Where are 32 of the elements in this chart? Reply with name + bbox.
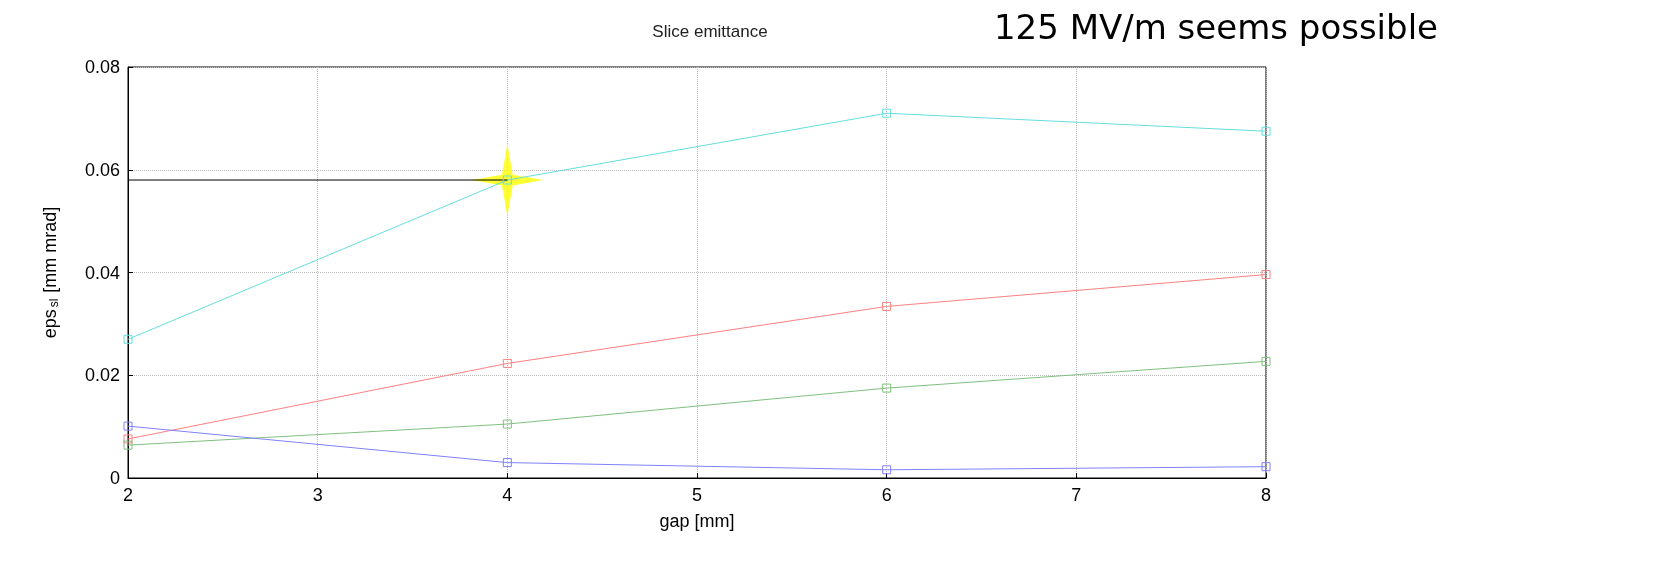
point: [123, 434, 133, 444]
point: [882, 383, 892, 393]
x-tick-label: 4: [502, 485, 513, 505]
point: [882, 301, 892, 311]
x-tick-label: 5: [691, 485, 703, 505]
y-tick-label: 0: [109, 468, 120, 488]
point: [123, 334, 133, 344]
point: [1261, 356, 1271, 366]
chart-title: Slice emittance: [652, 22, 768, 41]
point: [502, 419, 512, 429]
point: [502, 358, 512, 368]
x-tick-label: 2: [122, 485, 134, 505]
y-tick-label: 0.06: [84, 159, 120, 180]
x-tick-label: 7: [1071, 485, 1082, 505]
y-tick-label: 0.08: [84, 57, 120, 77]
point: [502, 458, 512, 468]
x-tick-label: 8: [1260, 485, 1272, 505]
x-tick-label: 3: [312, 485, 323, 505]
point: [1261, 270, 1271, 280]
point: [1261, 462, 1271, 472]
point: [882, 465, 892, 475]
x-axis-title: gap [mm]: [659, 511, 735, 531]
x-tick-label: 6: [881, 485, 892, 505]
text: 125 MV/m seems possible: [993, 7, 1438, 47]
point: [1261, 126, 1271, 136]
y-axis-title: epssl [mm mrad]: [40, 206, 61, 339]
point: [123, 421, 133, 431]
y-tick-label: 0.02: [84, 365, 120, 386]
point: [123, 440, 133, 450]
point: [502, 175, 512, 185]
point: [882, 108, 892, 118]
y-tick-label: 0.04: [84, 262, 120, 283]
